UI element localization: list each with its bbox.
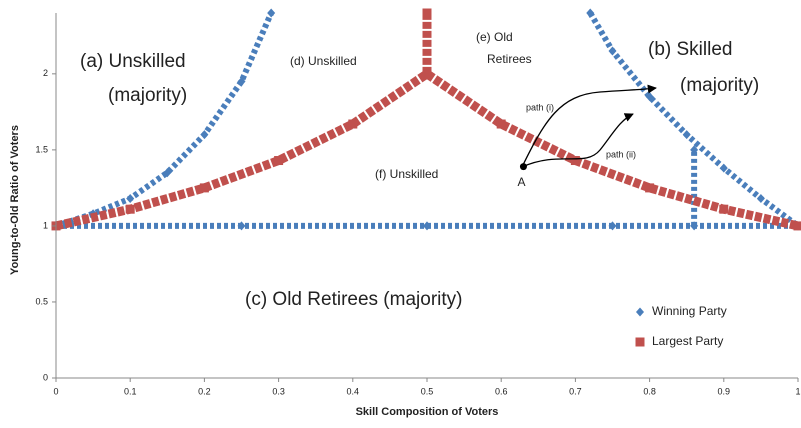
data-point xyxy=(608,46,617,56)
data-point xyxy=(719,204,729,214)
data-point xyxy=(199,183,209,193)
data-point xyxy=(496,119,506,129)
data-point xyxy=(348,119,358,129)
data-point xyxy=(793,221,801,231)
annotation: (majority) xyxy=(108,85,187,106)
data-point xyxy=(586,8,595,18)
x-tick-label: 0.6 xyxy=(495,386,508,396)
annotation: (e) Old xyxy=(476,30,513,44)
x-tick-label: 0.9 xyxy=(718,386,731,396)
x-tick-label: 0.8 xyxy=(643,386,656,396)
point-a xyxy=(519,163,527,171)
x-tick-label: 0 xyxy=(53,386,58,396)
x-tick-label: 0.7 xyxy=(569,386,582,396)
annotation: (majority) xyxy=(680,75,759,96)
data-point xyxy=(645,92,654,102)
series-line xyxy=(55,68,799,231)
legend-marker xyxy=(636,307,644,317)
annotation: path (ii) xyxy=(606,149,636,159)
y-axis-title: Young-to-Old Ratio of Voters xyxy=(9,125,21,275)
data-point xyxy=(645,183,655,193)
data-point xyxy=(267,8,276,18)
data-point xyxy=(423,221,431,231)
path-i-arrow xyxy=(521,84,657,168)
data-point xyxy=(608,221,617,231)
data-point xyxy=(125,204,135,214)
legend-label: Winning Party xyxy=(652,304,727,318)
x-tick-label: 0.3 xyxy=(272,386,285,396)
series-line xyxy=(55,11,274,229)
point-a-label: A xyxy=(517,175,525,189)
y-tick-label: 0.5 xyxy=(35,296,48,306)
data-point xyxy=(570,156,580,166)
x-tick-label: 0.5 xyxy=(421,386,434,396)
legend-marker xyxy=(635,337,645,347)
annotation: (b) Skilled xyxy=(648,39,732,60)
data-point xyxy=(126,194,135,204)
data-point xyxy=(274,156,284,166)
annotation: path (i) xyxy=(526,102,554,112)
y-tick-label: 1.5 xyxy=(35,144,48,154)
x-tick-label: 1 xyxy=(795,386,800,396)
data-point xyxy=(200,130,209,140)
data-point xyxy=(690,221,699,231)
data-point xyxy=(237,76,246,86)
x-tick-label: 0.1 xyxy=(124,386,137,396)
x-tick-label: 0.4 xyxy=(347,386,360,396)
data-point xyxy=(163,168,172,178)
data-point xyxy=(422,8,432,18)
annotation: (d) Unskilled xyxy=(290,54,357,68)
annotation: (a) Unskilled xyxy=(80,51,186,72)
x-tick-label: 0.2 xyxy=(198,386,211,396)
y-tick-label: 0 xyxy=(43,372,48,382)
data-point xyxy=(237,221,246,231)
annotation: Retirees xyxy=(487,52,532,66)
annotation: (c) Old Retirees (majority) xyxy=(245,289,462,310)
y-tick-label: 1 xyxy=(43,220,48,230)
data-point xyxy=(756,194,765,204)
data-point xyxy=(682,130,691,140)
data-point xyxy=(719,163,728,173)
legend-label: Largest Party xyxy=(652,334,723,348)
data-point xyxy=(422,69,432,79)
data-point xyxy=(690,145,699,155)
x-axis-title: Skill Composition of Voters xyxy=(356,406,499,418)
annotation: (f) Unskilled xyxy=(375,167,438,181)
path-ii-arrow xyxy=(521,113,634,168)
y-tick-label: 2 xyxy=(43,68,48,78)
